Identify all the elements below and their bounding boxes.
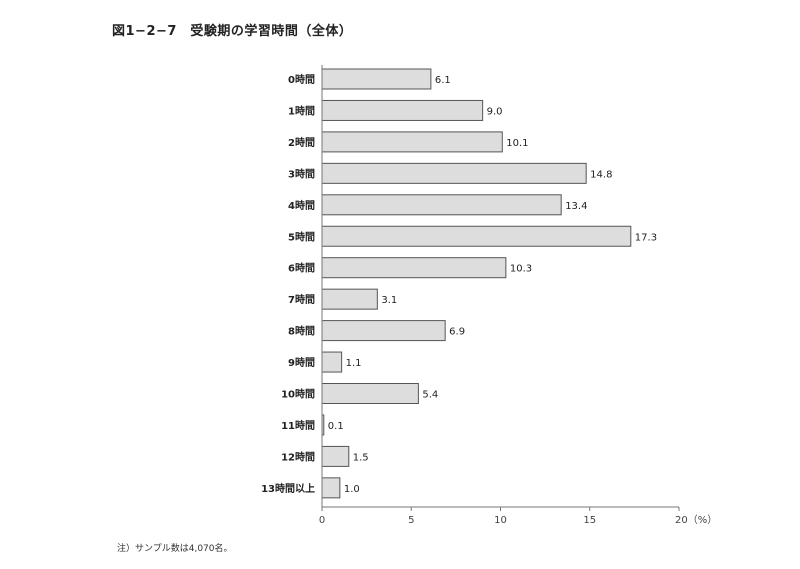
bar (321, 320, 446, 342)
category-label: 8時間 (288, 325, 315, 338)
value-label: 10.3 (510, 264, 532, 275)
x-tick-label: 15 (583, 515, 596, 526)
value-label: 17.3 (635, 232, 657, 243)
category-label: 9時間 (288, 356, 315, 369)
bar (321, 68, 432, 90)
category-label: 7時間 (288, 293, 315, 306)
category-label: 5時間 (288, 230, 315, 243)
value-label: 6.1 (435, 75, 451, 86)
bar (321, 225, 632, 247)
bar (321, 257, 507, 279)
x-tick-label: 10 (494, 515, 507, 526)
bar (321, 477, 341, 499)
bar (321, 99, 484, 121)
category-label: 6時間 (288, 262, 315, 275)
value-label: 0.1 (328, 421, 344, 432)
value-label: 6.9 (449, 327, 465, 338)
category-label: 13時間以上 (261, 482, 315, 495)
value-label: 1.1 (346, 358, 362, 369)
chart-title: 図1−2−7 受験期の学習時間（全体） (112, 24, 353, 39)
value-label: 14.8 (590, 169, 612, 180)
bar (321, 383, 419, 404)
value-label: 3.1 (381, 295, 397, 306)
value-label: 5.4 (422, 390, 438, 401)
category-label: 12時間 (281, 450, 315, 463)
bar (321, 194, 562, 216)
x-tick-label: 5 (408, 515, 414, 526)
value-label: 10.1 (506, 138, 528, 149)
category-label: 4時間 (288, 199, 315, 212)
category-label: 11時間 (281, 419, 315, 432)
category-label: 1時間 (288, 104, 315, 117)
bar (321, 445, 350, 467)
bar (321, 288, 378, 310)
value-label: 1.5 (353, 452, 369, 463)
value-label: 1.0 (344, 484, 360, 495)
category-label: 2時間 (288, 136, 315, 149)
x-tick-label: 20（%） (675, 514, 717, 526)
bar (321, 162, 587, 184)
x-tick-label: 0 (319, 515, 325, 526)
category-label: 10時間 (281, 388, 315, 401)
bar (321, 351, 343, 373)
bar (321, 131, 503, 153)
category-label: 3時間 (288, 167, 315, 180)
category-label: 0時間 (288, 73, 315, 86)
value-label: 13.4 (565, 201, 587, 212)
value-label: 9.0 (487, 106, 503, 117)
footnote: 注）サンプル数は4,070名。 (117, 544, 233, 554)
